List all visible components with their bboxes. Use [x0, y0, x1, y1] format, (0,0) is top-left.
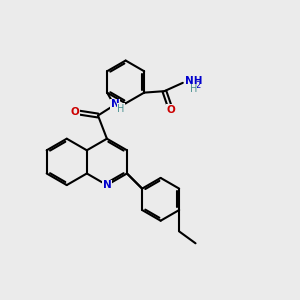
Text: N: N: [111, 99, 119, 109]
Text: N: N: [103, 180, 111, 190]
Text: 2: 2: [196, 81, 201, 90]
Text: H: H: [118, 104, 125, 114]
Text: O: O: [71, 107, 80, 117]
Text: O: O: [166, 105, 175, 115]
Text: H: H: [190, 84, 197, 94]
Text: NH: NH: [185, 76, 203, 86]
